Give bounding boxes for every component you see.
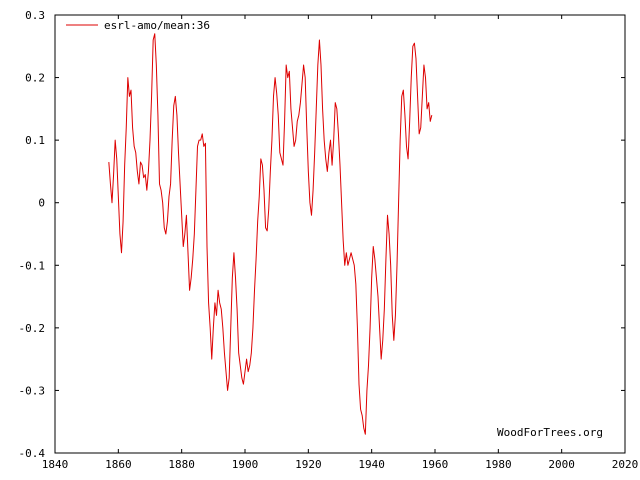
x-tick-label: 1860 [105, 458, 132, 471]
x-tick-label: 1840 [42, 458, 69, 471]
y-tick-label: 0.3 [25, 9, 45, 22]
x-tick-label: 2020 [612, 458, 639, 471]
x-tick-label: 1880 [168, 458, 195, 471]
x-tick-label: 1920 [295, 458, 322, 471]
x-tick-label: 1900 [232, 458, 259, 471]
y-tick-label: 0 [38, 197, 45, 210]
credit-label: WoodForTrees.org [497, 426, 603, 439]
x-tick-label: 1940 [358, 458, 385, 471]
y-tick-label: -0.4 [19, 447, 46, 460]
x-axis: 1840 1860 1880 1900 1920 1940 1960 1980 2000 2020 [42, 15, 639, 471]
y-tick-label: 0.1 [25, 134, 45, 147]
y-axis: -0.4 -0.3 -0.2 -0.1 0 0.1 0.2 0.3 [19, 9, 625, 460]
series-layer [108, 33, 433, 435]
y-tick-label: -0.2 [19, 322, 46, 335]
legend: esrl-amo/mean:36 [66, 19, 210, 32]
x-tick-label: 1980 [485, 458, 512, 471]
x-tick-label: 1960 [422, 458, 449, 471]
series-line [108, 33, 433, 435]
plot-frame [54, 14, 626, 454]
x-tick-label: 2000 [548, 458, 575, 471]
y-tick-label: -0.3 [19, 384, 46, 397]
y-tick-label: 0.2 [25, 72, 45, 85]
legend-label: esrl-amo/mean:36 [104, 19, 210, 32]
y-tick-label: -0.1 [19, 259, 46, 272]
